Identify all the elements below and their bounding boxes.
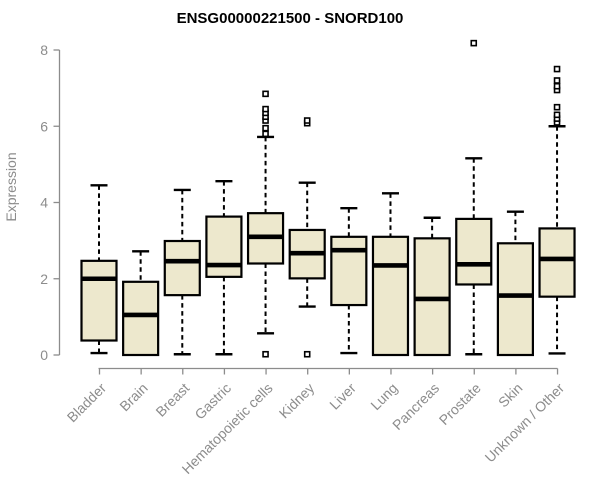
boxplot-lung	[371, 192, 410, 357]
box-rect	[538, 227, 576, 298]
box-rect	[205, 215, 243, 278]
x-tick-label: Unknown / Other	[482, 380, 568, 466]
outlier-point	[553, 77, 561, 84]
y-tick-label: 0	[40, 347, 48, 363]
x-tick-label: Lung	[367, 380, 400, 413]
boxplots	[80, 39, 576, 358]
boxplot-liver	[330, 207, 368, 355]
x-tick-label: Kidney	[276, 380, 318, 422]
outlier-point	[303, 117, 311, 124]
box-rect	[371, 235, 410, 357]
x-tick-label: Skin	[495, 380, 526, 411]
y-tick-label: 6	[40, 118, 48, 134]
x-tick-label: Brain	[116, 380, 150, 414]
x-tick-label: Prostate	[436, 380, 484, 428]
y-tick-label: 4	[40, 195, 48, 211]
outlier-point	[303, 350, 311, 358]
y-axis-label: Expression	[3, 152, 19, 221]
boxplot-gastric	[205, 179, 243, 356]
box-rect	[455, 217, 493, 286]
x-tick-label: Breast	[152, 380, 192, 420]
outlier-point	[553, 65, 561, 73]
boxplot-kidney	[288, 117, 326, 358]
outlier-point	[553, 111, 561, 119]
boxplot-hematopoietic-cells	[246, 90, 285, 358]
outlier-point	[262, 105, 269, 113]
box-rect	[163, 239, 201, 297]
outlier-point	[553, 82, 561, 90]
box-rect	[80, 259, 118, 342]
chart-title: ENSG00000221500 - SNORD100	[177, 10, 404, 27]
outlier-point	[262, 350, 269, 358]
outlier-point	[553, 103, 561, 111]
boxplot-brain	[122, 250, 160, 357]
outlier-point	[262, 90, 269, 98]
outlier-point	[470, 39, 478, 47]
box-rect	[122, 280, 160, 357]
x-tick-label: Liver	[326, 380, 359, 413]
y-tick-label: 8	[40, 42, 48, 58]
y-tick-label: 2	[40, 271, 48, 287]
outlier-point	[262, 130, 269, 138]
outlier-point	[262, 124, 269, 132]
boxplot-bladder	[80, 184, 118, 355]
box-rect	[496, 242, 534, 357]
box-rect	[330, 235, 368, 307]
boxplot-unknown-other	[538, 65, 576, 355]
boxplot-skin	[496, 210, 534, 357]
x-tick-label: Bladder	[64, 380, 110, 426]
boxplot-prostate	[455, 39, 493, 356]
boxplot-breast	[163, 188, 201, 356]
boxplot-pancreas	[413, 216, 451, 357]
